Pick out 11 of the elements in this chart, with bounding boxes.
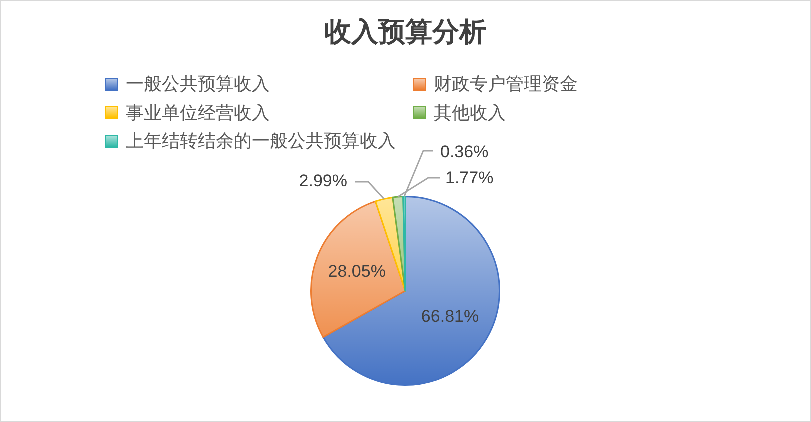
legend-label: 上年结转结余的一般公共预算收入 [126, 130, 396, 154]
data-label: 2.99% [299, 172, 348, 191]
data-label: 28.05% [328, 262, 386, 282]
legend-label: 一般公共预算收入 [126, 73, 270, 96]
data-label: 66.81% [421, 306, 480, 326]
legend-label: 其他收入 [434, 102, 506, 125]
data-label: 1.77% [446, 168, 494, 188]
chart-title: 收入预算分析 [324, 16, 488, 50]
legend-label: 财政专户管理资金 [434, 73, 578, 96]
legend-label: 事业单位经营收入 [126, 102, 270, 125]
data-label: 0.36% [440, 142, 489, 162]
